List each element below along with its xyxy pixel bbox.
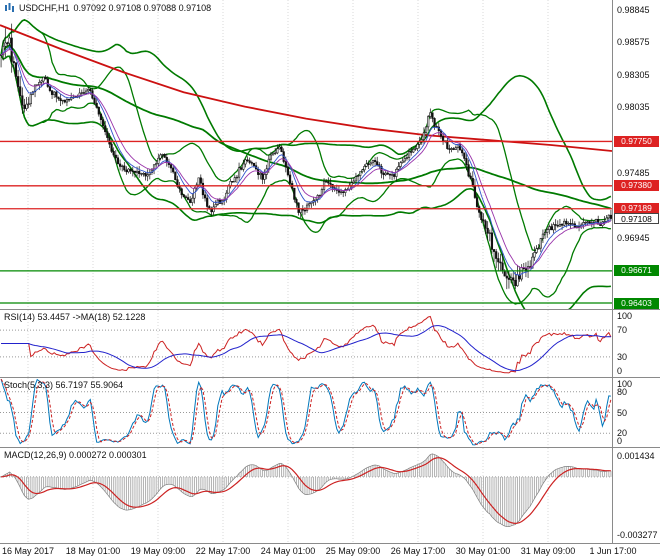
axis-tick: 30 <box>617 351 628 362</box>
time-axis-label: 24 May 01:00 <box>260 546 316 556</box>
time-axis-label: 19 May 09:00 <box>130 546 186 556</box>
axis-tick: 0 <box>617 366 623 376</box>
time-axis-label: 30 May 01:00 <box>455 546 511 556</box>
price-chart-panel[interactable]: 0.98845 0.98575 0.98305 0.98035 0.97485 0.969… <box>0 0 660 310</box>
axis-tick: 0.98845 <box>617 5 650 16</box>
time-axis-label: 16 May 2017 <box>1 546 55 556</box>
axis-tick: 0.96945 <box>617 232 650 243</box>
price-badge: 0.97108 <box>614 212 659 224</box>
stochastic-axis: 100 80 50 20 0 <box>612 378 660 447</box>
rsi-canvas <box>0 310 612 377</box>
macd-axis: 0.001434 -0.003277 <box>612 448 660 543</box>
macd-label: MACD(12,26,9) 0.000272 0.000301 <box>4 450 147 460</box>
price-badge: 0.97189 <box>614 203 659 215</box>
price-badge: 0.97750 <box>614 135 659 147</box>
symbol-label: USDCHF,H1 <box>19 2 70 13</box>
chart-header: USDCHF,H1 0.97092 0.97108 0.97088 0.9710… <box>4 2 211 13</box>
price-badge: 0.96403 <box>614 297 659 309</box>
axis-tick: 20 <box>617 428 628 439</box>
time-axis-label: 31 May 09:00 <box>520 546 576 556</box>
rsi-indicator-panel[interactable]: 100 70 30 0 RSI(14) 53.4457 ->MA(18) 52.122… <box>0 310 660 378</box>
axis-tick: 0 <box>617 436 623 446</box>
axis-tick: 0.98035 <box>617 102 650 113</box>
axis-tick: 70 <box>617 325 628 336</box>
axis-tick: 0.97485 <box>617 168 650 179</box>
axis-tick: 100 <box>617 379 633 389</box>
price-chart-canvas <box>0 0 612 309</box>
time-axis-label: 1 Jun 17:00 <box>589 546 637 556</box>
macd-indicator-panel[interactable]: 0.001434 -0.003277 MACD(12,26,9) 0.000272… <box>0 448 660 544</box>
axis-tick: 100 <box>617 311 633 321</box>
ohlc-values: 0.97092 0.97108 0.97088 0.97108 <box>73 2 212 13</box>
axis-tick: 50 <box>617 407 628 418</box>
stochastic-canvas <box>0 378 612 447</box>
price-badge: 0.96671 <box>614 265 659 277</box>
axis-tick: 0.001434 <box>617 451 655 461</box>
rsi-axis: 100 70 30 0 <box>612 310 660 377</box>
time-axis-label: 18 May 01:00 <box>65 546 121 556</box>
macd-canvas <box>0 448 612 543</box>
stochastic-indicator-panel[interactable]: 100 80 50 20 0 Stoch(5,3,3) 56.7197 55.9064 <box>0 378 660 448</box>
axis-tick: -0.003277 <box>617 530 658 540</box>
price-axis: 0.98845 0.98575 0.98305 0.98035 0.97485 0.969… <box>612 0 660 309</box>
axis-tick: 0.98575 <box>617 37 650 48</box>
time-axis-label: 26 May 17:00 <box>390 546 446 556</box>
price-badge: 0.97380 <box>614 180 659 192</box>
rsi-label: RSI(14) 53.4457 ->MA(18) 52.1228 <box>4 312 146 322</box>
axis-tick: 0.98305 <box>617 69 650 80</box>
time-axis: 16 May 2017 18 May 01:00 19 May 09:00 22 Ma… <box>0 544 660 560</box>
stochastic-label: Stoch(5,3,3) 56.7197 55.9064 <box>4 380 124 390</box>
axis-tick: 80 <box>617 386 628 397</box>
chart-icon <box>4 2 15 13</box>
time-axis-label: 22 May 17:00 <box>195 546 251 556</box>
time-axis-label: 25 May 09:00 <box>325 546 381 556</box>
